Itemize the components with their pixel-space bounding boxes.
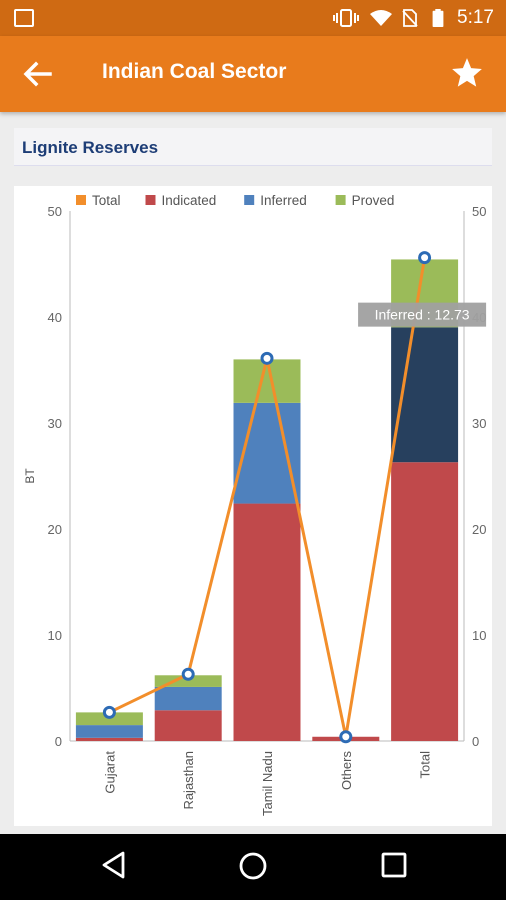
x-tick-label: Tamil Nadu [260,751,275,816]
no-sim-icon [402,9,418,27]
status-bar: 5:17 [0,0,506,36]
y-tick-label: 10 [48,628,62,643]
status-time: 5:17 [457,7,494,28]
total-point [181,667,195,681]
legend-swatch-total [76,195,86,205]
bar-proved-rajasthan [154,675,222,687]
legend-swatch-indicated [145,195,156,205]
legend-label-total: Total [92,193,121,208]
legend-swatch-proved [335,195,346,205]
bar-indicated-gujarat [75,737,143,741]
bar-indicated-rajasthan [154,710,222,741]
home-circle-icon[interactable] [237,850,269,882]
tooltip-text: Inferred : 12.73 [375,307,470,323]
x-tick-label: Gujarat [102,751,117,794]
tooltip-box [358,302,487,327]
app-bar: Indian Coal Sector [0,36,506,112]
back-triangle-icon[interactable] [100,850,128,880]
recents-square-icon[interactable] [380,850,408,880]
bar-inferred-rajasthan [154,686,222,711]
section-header: Lignite Reserves [14,128,492,166]
total-point [260,351,274,365]
y-axis-title: BT [23,468,37,484]
y2-tick-label: 30 [472,416,486,431]
y-tick-label: 50 [48,204,62,219]
legend-label-inferred: Inferred [260,193,307,208]
lignite-reserves-chart[interactable]: Total Indicated Inferred Proved 0 0 10 10 20 20 30… [14,186,492,826]
total-point [339,730,353,744]
bar-proved-tamil-nadu [233,359,301,403]
chart-card: Total Indicated Inferred Proved 0 0 10 10 20 20 30… [14,186,492,826]
y2-tick-label: 0 [472,734,479,749]
legend-label-indicated: Indicated [162,193,217,208]
bar-inferred-gujarat [75,725,143,738]
y2-tick-label: 20 [472,522,486,537]
bar-indicated-tamil-nadu [233,503,301,741]
bar-indicated-total [391,462,459,741]
y-tick-label: 30 [48,416,62,431]
x-tick-label: Others [339,751,354,791]
total-point [418,251,432,265]
navigation-bar [0,834,506,900]
vibrate-icon [333,9,359,27]
battery-icon [432,9,444,27]
x-tick-label: Rajasthan [181,751,196,810]
arrow-left-icon[interactable] [22,58,54,90]
image-icon [14,9,34,27]
page-title: Indian Coal Sector [102,60,287,83]
y-tick-label: 20 [48,522,62,537]
star-icon[interactable] [450,56,484,90]
y-tick-label: 0 [55,734,62,749]
wifi-icon [370,10,392,26]
legend-swatch-inferred [244,195,255,205]
legend-label-proved: Proved [352,193,395,208]
section-title: Lignite Reserves [22,138,159,157]
y-tick-label: 40 [48,310,62,325]
y2-tick-label: 50 [472,204,486,219]
total-point [102,705,116,719]
x-tick-label: Total [418,751,433,779]
y2-tick-label: 10 [472,628,486,643]
